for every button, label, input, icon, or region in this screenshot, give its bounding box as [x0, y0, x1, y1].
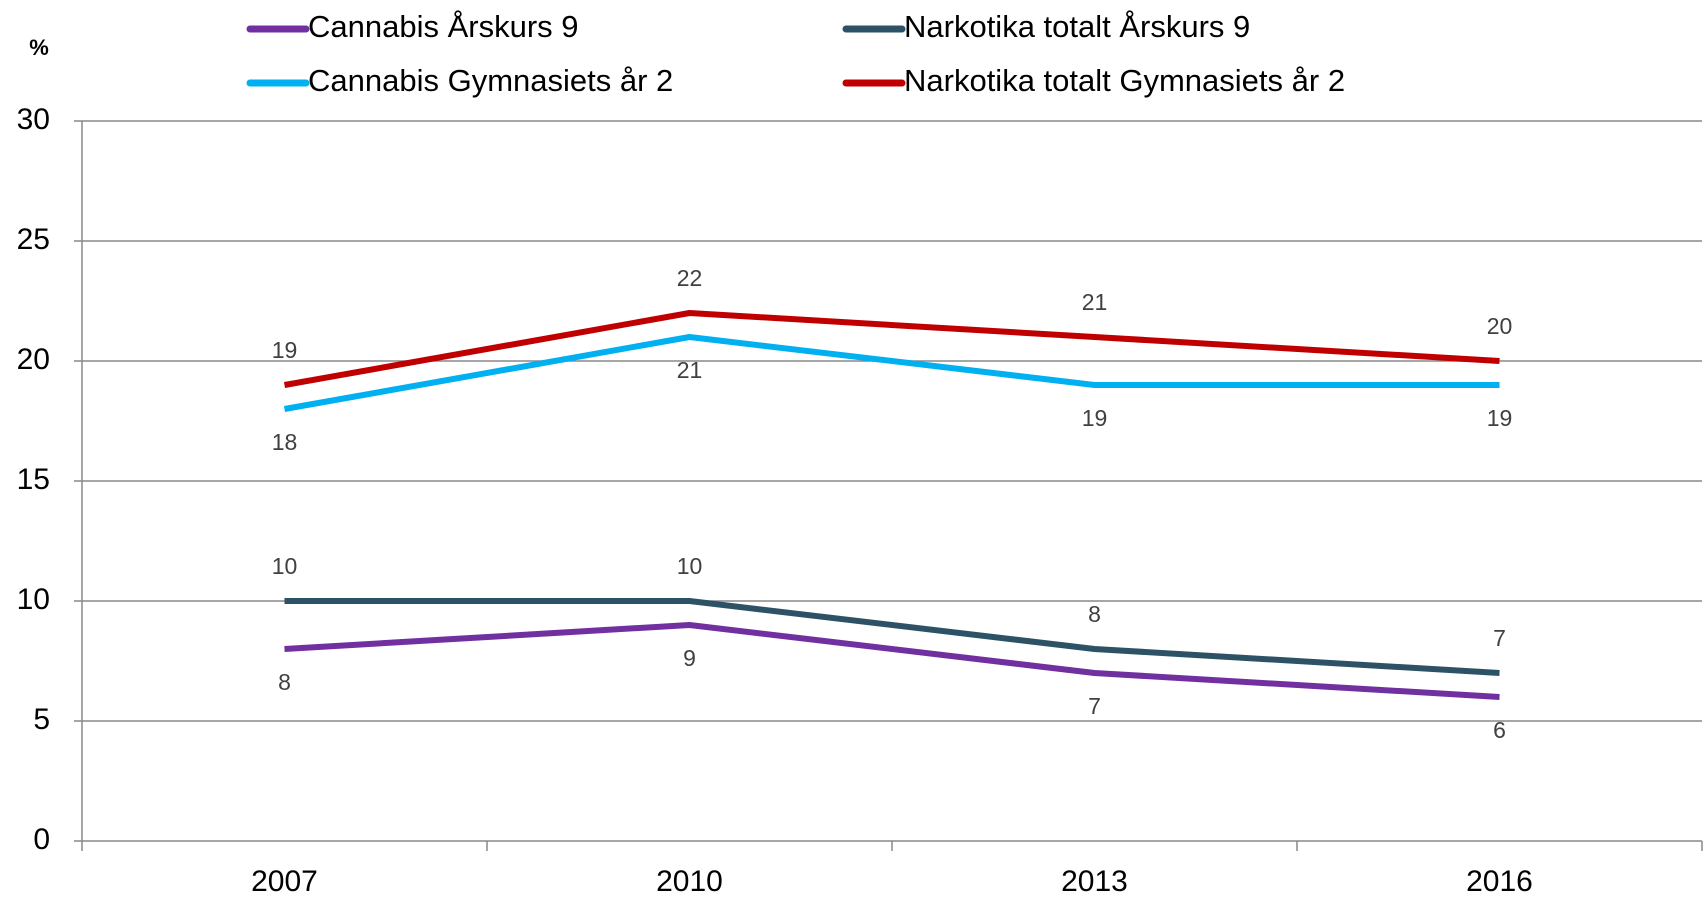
data-label: 21 — [1082, 289, 1108, 315]
data-label: 18 — [272, 429, 298, 455]
x-tick-label: 2013 — [1061, 865, 1128, 898]
data-label: 6 — [1493, 717, 1506, 743]
y-unit-label: % — [29, 35, 49, 60]
data-label: 10 — [272, 553, 298, 579]
series-line — [283, 334, 1500, 412]
y-tick-label: 0 — [33, 823, 50, 856]
x-tick-label: 2007 — [251, 865, 318, 898]
data-label: 10 — [677, 553, 703, 579]
data-label: 7 — [1493, 625, 1506, 651]
data-label: 19 — [1082, 405, 1108, 431]
series-line — [284, 622, 1500, 700]
legend-label: Narkotika totalt Gymnasiets år 2 — [904, 63, 1345, 98]
data-label: 22 — [677, 265, 703, 291]
data-label: 19 — [272, 337, 298, 363]
legend-label: Narkotika totalt Årskurs 9 — [904, 9, 1250, 44]
series-line — [283, 310, 1500, 388]
y-tick-label: 15 — [17, 463, 50, 496]
x-tick-label: 2016 — [1466, 865, 1533, 898]
data-label: 20 — [1487, 313, 1513, 339]
series-line — [284, 598, 1500, 676]
data-label: 8 — [278, 669, 291, 695]
data-label: 19 — [1487, 405, 1513, 431]
y-tick-label: 25 — [17, 223, 50, 256]
data-label: 8 — [1088, 601, 1101, 627]
x-tick-label: 2010 — [656, 865, 723, 898]
y-tick-label: 5 — [33, 703, 50, 736]
data-label: 7 — [1088, 693, 1101, 719]
data-label: 9 — [683, 645, 696, 671]
y-tick-label: 10 — [17, 583, 50, 616]
data-label: 21 — [677, 357, 703, 383]
y-tick-label: 30 — [17, 103, 50, 136]
y-tick-label: 20 — [17, 343, 50, 376]
legend-label: Cannabis Gymnasiets år 2 — [308, 63, 673, 98]
legend-label: Cannabis Årskurs 9 — [308, 9, 579, 44]
